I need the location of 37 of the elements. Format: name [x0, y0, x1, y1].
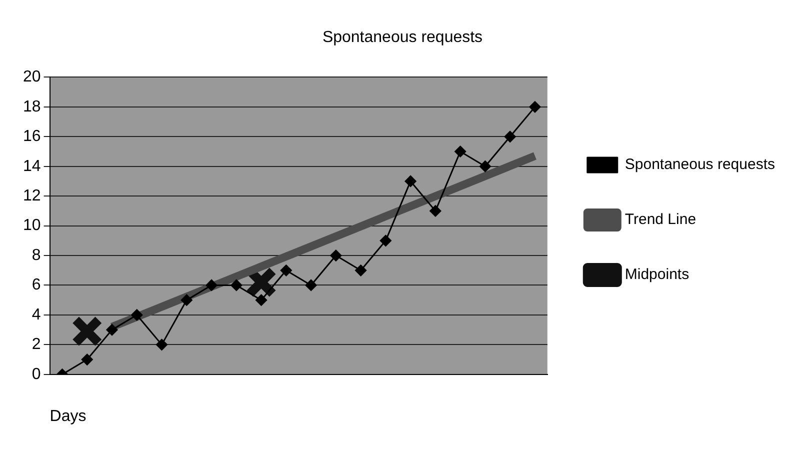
- point: [479, 160, 491, 172]
- point: [280, 264, 292, 276]
- legend-label: Midpoints: [624, 266, 690, 284]
- chart-title: Spontaneous requests: [322, 29, 483, 46]
- legend-label: Spontaneous requests: [624, 156, 776, 174]
- y-tick-label: 10: [23, 217, 41, 234]
- y-tick-label: 0: [32, 366, 41, 383]
- y-tick-label: 4: [32, 306, 41, 324]
- point: [430, 205, 442, 217]
- point: [156, 338, 168, 350]
- point: [504, 130, 516, 142]
- y-tick-label: 16: [23, 128, 41, 146]
- point: [454, 146, 466, 158]
- point: [131, 309, 143, 321]
- point: [330, 250, 342, 262]
- y-tick-label: 8: [32, 246, 41, 264]
- point: [245, 266, 278, 298]
- point: [256, 294, 268, 306]
- y-tick-label: 2: [32, 336, 41, 354]
- y-tick-label: 20: [23, 68, 41, 86]
- x-axis-title: Days: [50, 408, 86, 425]
- y-tick-label: 6: [32, 276, 41, 294]
- y-tick-label: 12: [23, 187, 41, 204]
- point: [305, 279, 317, 291]
- point: [206, 279, 218, 291]
- point: [106, 324, 118, 336]
- point: [355, 264, 367, 276]
- point: [404, 175, 416, 187]
- legend-label: Trend Line: [624, 211, 696, 228]
- point: [81, 354, 93, 366]
- point: [230, 279, 242, 291]
- y-tick-label: 18: [23, 98, 41, 116]
- point: [180, 294, 192, 306]
- point: [529, 101, 541, 113]
- point: [380, 234, 392, 246]
- point: [71, 315, 103, 348]
- y-tick-label: 14: [23, 158, 41, 175]
